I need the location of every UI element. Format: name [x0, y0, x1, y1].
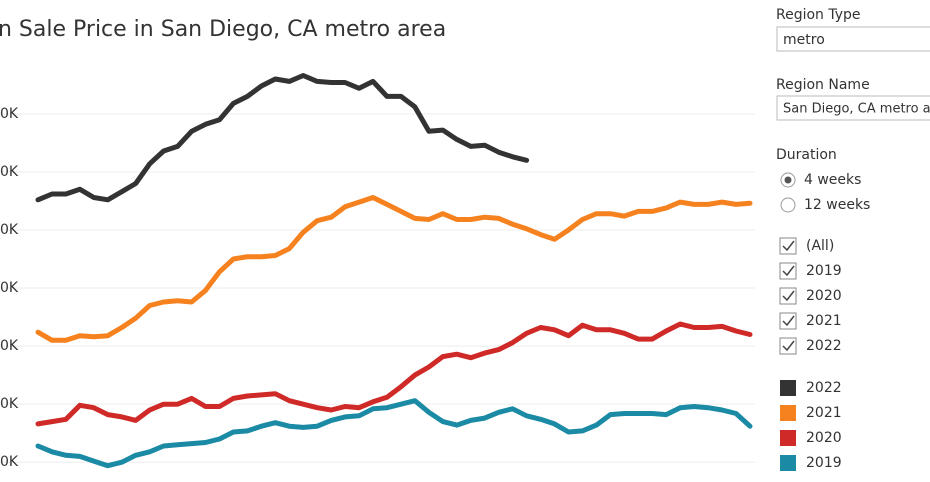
filter-label: Region Type	[776, 7, 861, 23]
dropdown[interactable]	[776, 95, 930, 121]
y-tick-label: 0K	[0, 164, 19, 180]
radio-label: 4 weeks	[804, 172, 861, 188]
legend-swatch	[780, 430, 796, 446]
y-tick-label: 0K	[0, 106, 19, 122]
y-tick-label: 0K	[0, 222, 19, 238]
dropdown-value: San Diego, CA metro ar	[783, 102, 930, 117]
check-mark	[782, 240, 795, 252]
checkbox-label: 2021	[806, 313, 842, 329]
radio[interactable]	[780, 197, 796, 213]
check-mark	[782, 340, 795, 352]
series-line	[35, 321, 753, 427]
legend-label: 2020	[806, 430, 842, 446]
check-mark	[782, 265, 795, 277]
y-tick-label: 0K	[0, 338, 19, 354]
legend-swatch	[780, 405, 796, 421]
checkbox-label: (All)	[806, 238, 834, 254]
check-mark	[782, 315, 795, 327]
filter-label: Region Name	[776, 77, 870, 93]
legend-swatch	[780, 380, 796, 396]
checkbox[interactable]	[779, 337, 797, 355]
y-tick-label: 0K	[0, 454, 19, 470]
dropdown-value: metro	[783, 32, 825, 48]
radio-dot	[784, 176, 792, 184]
y-tick-label: 0K	[0, 396, 19, 412]
checkbox[interactable]	[779, 312, 797, 330]
chart-title: n Sale Price in San Diego, CA metro area	[0, 17, 446, 42]
series-line	[35, 398, 753, 469]
checkbox-label: 2020	[806, 288, 842, 304]
series-line	[35, 195, 753, 343]
legend-label: 2022	[806, 380, 842, 396]
legend-swatch	[780, 455, 796, 471]
check-mark	[782, 290, 795, 302]
checkbox[interactable]	[779, 237, 797, 255]
dropdown[interactable]	[776, 26, 930, 52]
checkbox[interactable]	[779, 262, 797, 280]
radio-label: 12 weeks	[804, 197, 870, 213]
checkbox[interactable]	[779, 287, 797, 305]
legend-label: 2021	[806, 405, 842, 421]
series-line	[35, 73, 530, 203]
checkbox-label: 2022	[806, 338, 842, 354]
filter-label: Duration	[776, 147, 837, 163]
legend-label: 2019	[806, 455, 842, 471]
checkbox-label: 2019	[806, 263, 842, 279]
y-tick-label: 0K	[0, 280, 19, 296]
